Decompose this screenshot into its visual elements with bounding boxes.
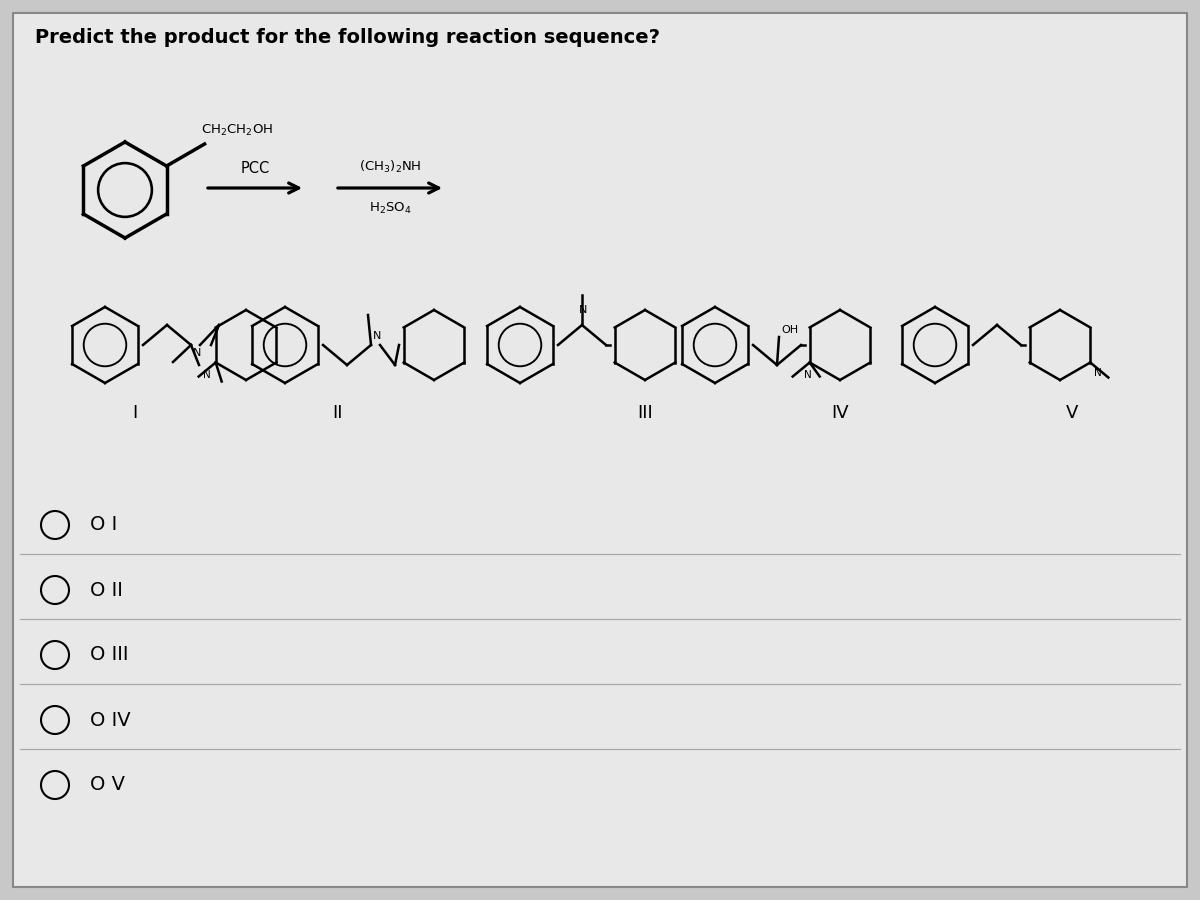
Text: PCC: PCC (240, 161, 270, 176)
Text: I: I (132, 404, 138, 422)
Text: O III: O III (90, 645, 128, 664)
Text: O IV: O IV (90, 710, 131, 730)
Text: II: II (331, 404, 342, 422)
Text: V: V (1066, 404, 1078, 422)
Text: N: N (578, 305, 587, 315)
Text: N: N (373, 331, 382, 341)
Text: N: N (193, 348, 202, 358)
Text: OH: OH (781, 325, 798, 335)
Text: N: N (203, 370, 211, 380)
Text: O II: O II (90, 580, 122, 599)
Text: IV: IV (832, 404, 848, 422)
Text: III: III (637, 404, 653, 422)
FancyBboxPatch shape (13, 13, 1187, 887)
Text: O I: O I (90, 516, 118, 535)
Text: CH$_2$CH$_2$OH: CH$_2$CH$_2$OH (200, 123, 272, 138)
Text: (CH$_3$)$_2$NH: (CH$_3$)$_2$NH (359, 159, 421, 175)
Text: H$_2$SO$_4$: H$_2$SO$_4$ (368, 201, 412, 216)
Text: Predict the product for the following reaction sequence?: Predict the product for the following re… (35, 28, 660, 47)
Text: O V: O V (90, 776, 125, 795)
Text: N: N (804, 370, 811, 380)
Text: N: N (1094, 367, 1102, 377)
